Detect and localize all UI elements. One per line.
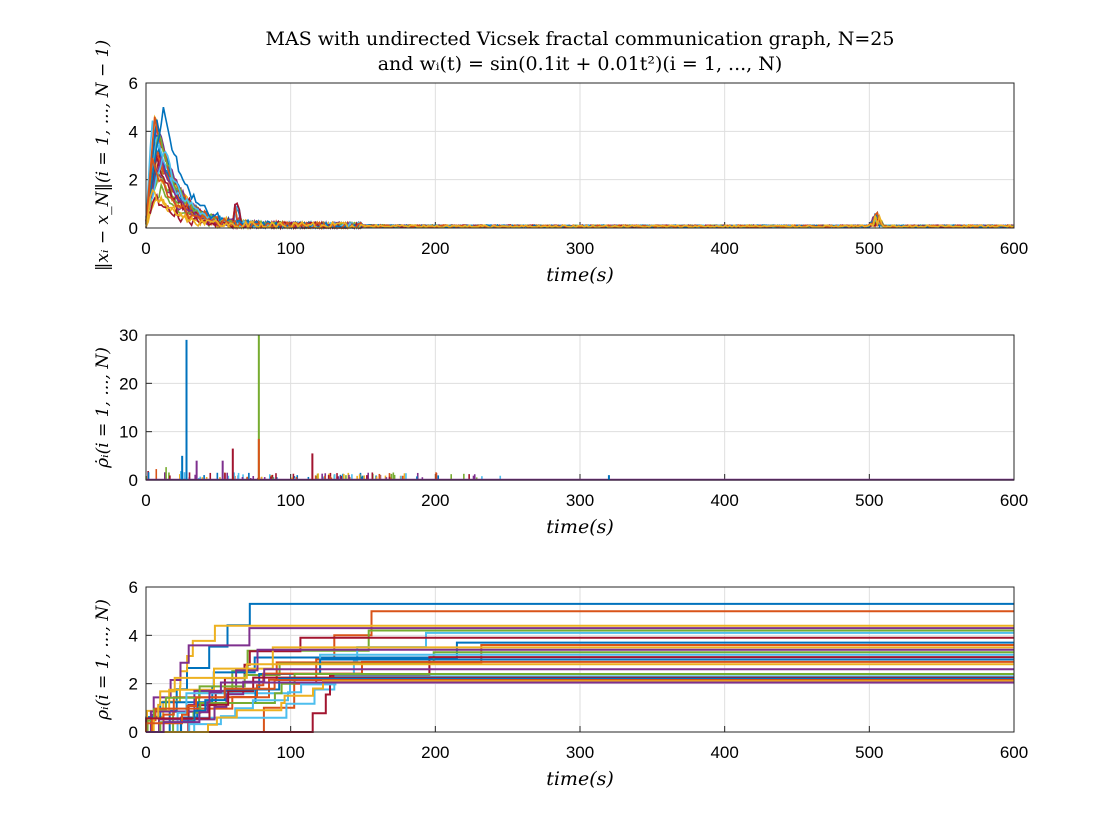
chart-title-line2: and wᵢ(t) = sin(0.1it + 0.01t²)(i = 1, .… <box>378 53 783 75</box>
series-group <box>145 602 1014 733</box>
x-tick-label: 200 <box>421 239 449 258</box>
y-tick-label: 6 <box>129 578 138 597</box>
series-line <box>146 648 1014 733</box>
y-tick-label: 2 <box>129 171 138 190</box>
middle-axes: 0 100 200 300 400 500 600 0 10 20 30 time(s) ρ̇ᵢ(i =… <box>93 326 1028 538</box>
chart-title-line1: MAS with undirected Vicsek fractal commu… <box>266 28 895 50</box>
x-tick-label: 400 <box>710 743 738 762</box>
x-tick-label: 600 <box>1000 491 1028 510</box>
x-axis-label: time(s) <box>546 264 614 286</box>
x-tick-label: 300 <box>566 491 594 510</box>
x-tick-label: 400 <box>710 491 738 510</box>
x-axis-label: time(s) <box>546 768 614 790</box>
x-tick-label: 500 <box>855 239 883 258</box>
x-tick-label: 500 <box>855 743 883 762</box>
series-line <box>146 681 1014 733</box>
y-tick-label: 2 <box>129 675 138 694</box>
x-tick-label: 0 <box>141 239 150 258</box>
x-tick-label: 200 <box>421 491 449 510</box>
x-tick-label: 0 <box>141 491 150 510</box>
series-group <box>145 106 1015 231</box>
x-tick-label: 0 <box>141 743 150 762</box>
y-tick-label: 20 <box>119 374 138 393</box>
y-axis-label: ‖xᵢ − x_N‖(i = 1, ..., N − 1) <box>93 40 113 271</box>
y-tick-label: 30 <box>119 326 138 345</box>
axes-box <box>145 586 1015 733</box>
y-tick-label: 6 <box>129 74 138 93</box>
series-line <box>146 680 1014 733</box>
y-tick-label: 0 <box>129 219 138 238</box>
series-line <box>146 675 1014 733</box>
axes-box <box>145 82 1015 229</box>
series-line <box>146 668 1014 733</box>
x-tick-label: 600 <box>1000 239 1028 258</box>
y-axis-label: ρᵢ(i = 1, ..., N) <box>93 599 113 721</box>
bottom-axes: 0 100 200 300 400 500 600 0 2 4 6 time(s) ρᵢ(i = 1, … <box>93 578 1028 790</box>
x-tick-label: 500 <box>855 491 883 510</box>
x-tick-label: 200 <box>421 743 449 762</box>
series-line <box>146 656 1014 733</box>
x-tick-label: 400 <box>710 239 738 258</box>
x-tick-label: 100 <box>276 491 304 510</box>
y-tick-label: 4 <box>129 122 138 141</box>
y-tick-label: 0 <box>129 723 138 742</box>
x-tick-label: 300 <box>566 743 594 762</box>
y-tick-label: 0 <box>129 471 138 490</box>
series-line <box>145 679 1014 733</box>
series-line <box>145 188 1015 231</box>
y-tick-label: 10 <box>119 423 138 442</box>
x-tick-label: 300 <box>566 239 594 258</box>
y-axis-label: ρ̇ᵢ(i = 1, ..., N) <box>93 347 113 469</box>
top-axes: 0 100 200 300 400 500 600 0 2 4 6 time(s) ‖xᵢ − x_N‖… <box>93 40 1028 286</box>
x-axis-label: time(s) <box>546 516 614 538</box>
axes-box <box>145 334 1015 481</box>
x-tick-label: 100 <box>276 239 304 258</box>
x-tick-label: 600 <box>1000 743 1028 762</box>
x-tick-label: 100 <box>276 743 304 762</box>
series-line <box>146 663 1014 733</box>
y-tick-label: 4 <box>129 626 138 645</box>
